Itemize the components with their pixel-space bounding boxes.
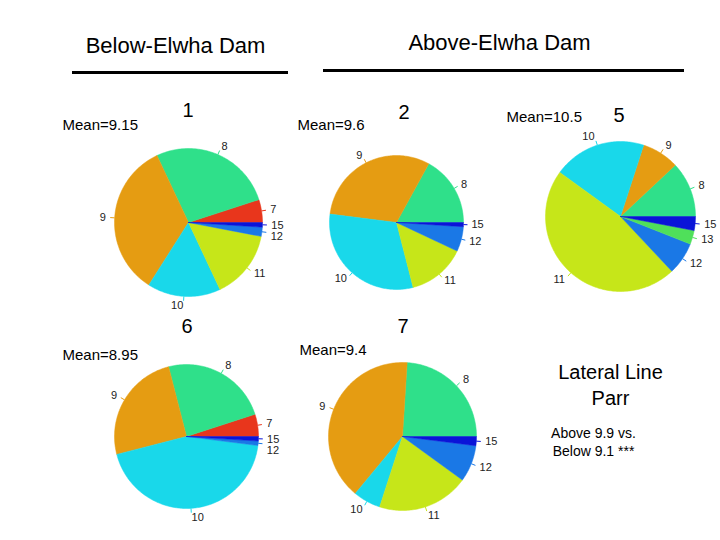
svg-text:6: 6: [182, 315, 193, 337]
svg-text:12: 12: [469, 235, 481, 247]
svg-text:11: 11: [428, 509, 439, 521]
svg-text:Mean=9.6: Mean=9.6: [298, 116, 365, 133]
svg-text:1: 1: [183, 99, 194, 121]
svg-text:12: 12: [267, 444, 279, 456]
svg-text:15: 15: [485, 435, 497, 447]
svg-text:10: 10: [171, 299, 183, 311]
svg-text:7: 7: [270, 203, 276, 215]
svg-text:9: 9: [666, 139, 672, 151]
svg-text:Lateral LineParr: Lateral LineParr: [558, 361, 663, 409]
svg-text:8: 8: [221, 140, 227, 152]
svg-text:7: 7: [398, 315, 409, 337]
svg-text:8: 8: [461, 178, 467, 190]
svg-text:2: 2: [399, 101, 410, 123]
svg-text:15: 15: [472, 218, 484, 230]
svg-text:7: 7: [266, 417, 272, 429]
svg-text:11: 11: [554, 273, 565, 285]
svg-text:15: 15: [704, 218, 716, 230]
svg-text:Mean=9.15: Mean=9.15: [63, 116, 138, 133]
svg-text:9: 9: [356, 149, 362, 161]
svg-text:9: 9: [100, 211, 106, 223]
svg-text:8: 8: [463, 373, 469, 385]
svg-text:10: 10: [350, 503, 362, 515]
svg-text:13: 13: [701, 233, 713, 245]
svg-text:11: 11: [444, 274, 455, 286]
svg-text:10: 10: [192, 511, 204, 523]
svg-text:10: 10: [335, 272, 347, 284]
svg-text:Mean=8.95: Mean=8.95: [63, 346, 138, 363]
svg-text:10: 10: [582, 130, 594, 142]
svg-text:Above-Elwha Dam: Above-Elwha Dam: [408, 30, 590, 55]
svg-text:12: 12: [690, 257, 702, 269]
svg-text:15: 15: [271, 218, 284, 231]
svg-text:15: 15: [267, 432, 280, 445]
svg-text:11: 11: [254, 267, 265, 279]
svg-text:Below-Elwha Dam: Below-Elwha Dam: [86, 33, 266, 58]
svg-text:5: 5: [614, 104, 625, 126]
svg-text:12: 12: [271, 230, 283, 242]
svg-text:8: 8: [225, 359, 231, 371]
svg-text:Above 9.9 vs.Below 9.1 ***: Above 9.9 vs.Below 9.1 ***: [551, 425, 636, 459]
svg-text:12: 12: [480, 461, 492, 473]
svg-text:Mean=10.5: Mean=10.5: [507, 108, 582, 125]
svg-text:Mean=9.4: Mean=9.4: [300, 341, 367, 358]
svg-text:8: 8: [699, 179, 705, 191]
svg-text:9: 9: [111, 389, 117, 401]
svg-text:9: 9: [319, 400, 325, 412]
